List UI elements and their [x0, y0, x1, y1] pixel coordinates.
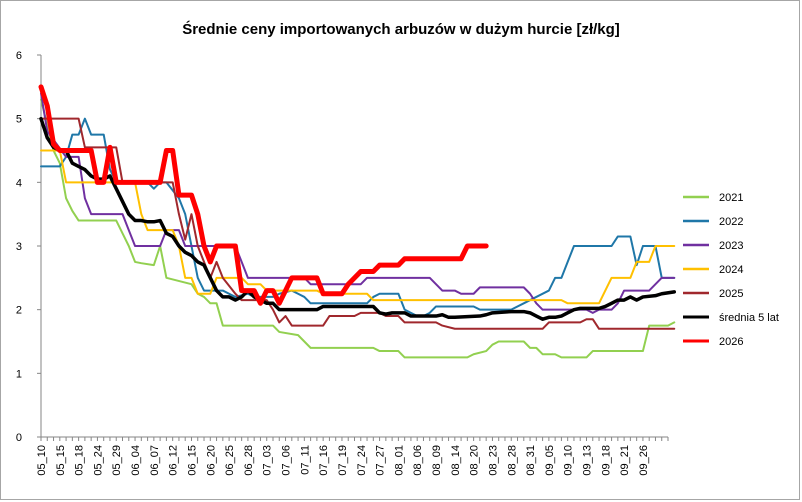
- y-tick-label: 1: [16, 368, 22, 380]
- legend-label: 2025: [719, 288, 743, 300]
- x-tick-label: 05_24: [92, 445, 104, 476]
- x-tick-label: 08_06: [412, 445, 424, 476]
- x-tick-label: 09_13: [581, 445, 593, 476]
- y-tick-label: 5: [16, 114, 22, 126]
- x-tick-label: 07_16: [318, 445, 330, 476]
- series-line-6: [38, 84, 489, 306]
- x-tick-label: 08_28: [506, 445, 518, 476]
- legend-label: średnia 5 lat: [719, 312, 779, 324]
- chart-title: Średnie ceny importowanych arbuzów w duż…: [182, 20, 620, 38]
- x-tick-label: 07_06: [281, 445, 293, 476]
- x-tick-label: 06_04: [130, 445, 142, 476]
- x-tick-label: 08_23: [487, 445, 499, 476]
- x-axis: 05_10 05_15 05_18 05_24 05_29 06_04 06_07 06_12…: [36, 436, 669, 476]
- x-tick-label: 07_27: [375, 445, 387, 476]
- series-line-1: [40, 117, 676, 318]
- y-tick-label: 4: [16, 177, 22, 189]
- y-tick-label: 3: [16, 241, 22, 253]
- x-tick-label: 08_14: [450, 445, 462, 476]
- legend-label: 2022: [719, 216, 743, 228]
- legend-label: 2026: [719, 336, 743, 348]
- x-tick-label: 09_21: [619, 445, 631, 476]
- x-tick-label: 08_31: [525, 445, 537, 476]
- series-line-4: [40, 117, 676, 330]
- x-tick-label: 05_10: [36, 445, 48, 476]
- x-tick-label: 07_11: [299, 445, 311, 475]
- x-tick-label: 05_29: [111, 445, 123, 476]
- y-tick-label: 6: [16, 50, 22, 62]
- x-tick-label: 07_24: [356, 445, 368, 476]
- x-tick-label: 09_26: [638, 445, 650, 476]
- series-line-5: [39, 116, 677, 321]
- x-tick-label: 09_10: [563, 445, 575, 476]
- y-tick-label: 0: [16, 432, 22, 444]
- x-tick-label: 09_05: [544, 445, 556, 476]
- y-tick-label: 2: [16, 305, 22, 317]
- x-tick-label: 08_01: [393, 445, 405, 476]
- x-tick-label: 06_28: [243, 445, 255, 476]
- x-tick-label: 06_12: [168, 445, 180, 476]
- series-line-0: [40, 98, 676, 359]
- x-tick-label: 08_20: [469, 445, 481, 476]
- x-tick-label: 05_15: [55, 445, 67, 476]
- legend: 2021 2022 2023 2024 2025 średnia 5 lat 2026: [683, 192, 779, 348]
- series-line-3: [40, 149, 676, 305]
- series-line-2: [40, 92, 676, 314]
- x-tick-label: 09_18: [600, 445, 612, 476]
- x-tick-label: 07_19: [337, 445, 349, 476]
- x-tick-label: 08_09: [431, 445, 443, 476]
- x-tick-label: 06_20: [205, 445, 217, 476]
- x-tick-label: 06_15: [186, 445, 198, 476]
- x-tick-label: 05_18: [74, 445, 86, 476]
- y-axis: 0 1 2 3 4 5 6: [16, 50, 42, 444]
- legend-label: 2024: [719, 264, 743, 276]
- legend-label: 2021: [719, 192, 743, 204]
- legend-label: 2023: [719, 240, 743, 252]
- x-tick-label: 06_25: [224, 445, 236, 476]
- x-tick-label: 07_03: [262, 445, 274, 476]
- series-lines: [38, 84, 677, 359]
- x-tick-label: 06_07: [149, 445, 161, 476]
